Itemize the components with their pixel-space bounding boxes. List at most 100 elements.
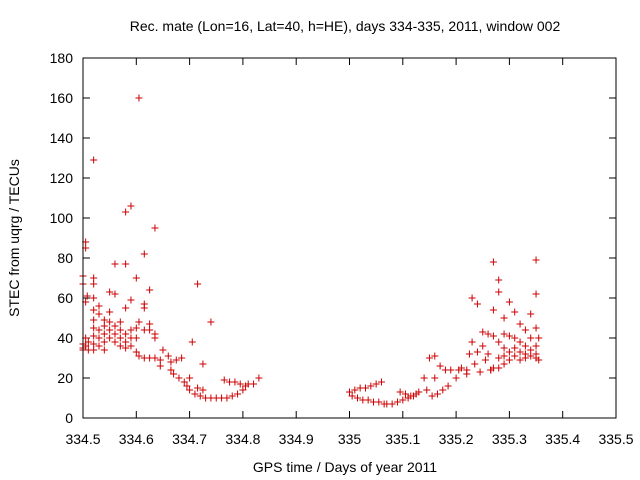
data-point bbox=[527, 334, 535, 342]
data-point bbox=[151, 354, 159, 362]
data-point bbox=[100, 316, 108, 324]
data-point bbox=[484, 350, 492, 358]
data-point bbox=[471, 360, 479, 368]
data-point bbox=[505, 332, 513, 340]
data-point bbox=[151, 224, 159, 232]
data-point bbox=[484, 330, 492, 338]
data-point bbox=[353, 394, 361, 402]
data-point bbox=[95, 334, 103, 342]
data-point bbox=[516, 338, 524, 346]
data-point bbox=[372, 380, 380, 388]
data-point bbox=[481, 356, 489, 364]
x-tick-label: 334.6 bbox=[119, 431, 154, 447]
x-tick-label: 335.1 bbox=[385, 431, 420, 447]
data-point bbox=[127, 296, 135, 304]
data-point bbox=[532, 324, 540, 332]
data-point bbox=[236, 380, 244, 388]
data-point bbox=[489, 332, 497, 340]
data-point bbox=[106, 334, 114, 342]
y-tick-label: 100 bbox=[50, 210, 74, 226]
data-point bbox=[90, 280, 98, 288]
data-point bbox=[479, 342, 487, 350]
y-tick-label: 140 bbox=[50, 130, 74, 146]
data-point bbox=[234, 390, 242, 398]
data-point bbox=[479, 328, 487, 336]
data-point bbox=[535, 334, 543, 342]
data-point bbox=[535, 356, 543, 364]
y-tick-label: 80 bbox=[57, 250, 73, 266]
x-tick-label: 335 bbox=[338, 431, 362, 447]
data-point bbox=[364, 396, 372, 404]
y-tick-label: 120 bbox=[50, 170, 74, 186]
y-tick-label: 40 bbox=[57, 330, 73, 346]
x-tick-label: 335.3 bbox=[492, 431, 527, 447]
data-point bbox=[90, 340, 98, 348]
x-tick-label: 334.9 bbox=[279, 431, 314, 447]
data-point bbox=[100, 322, 108, 330]
data-point bbox=[361, 384, 369, 392]
data-point bbox=[516, 320, 524, 328]
data-point bbox=[164, 352, 172, 360]
data-point bbox=[527, 352, 535, 360]
data-point bbox=[228, 392, 236, 400]
data-point bbox=[250, 380, 258, 388]
data-point bbox=[423, 386, 431, 394]
data-point bbox=[146, 326, 154, 334]
data-point bbox=[132, 274, 140, 282]
data-point bbox=[122, 330, 130, 338]
data-point bbox=[473, 300, 481, 308]
data-point bbox=[476, 368, 484, 376]
data-point bbox=[532, 256, 540, 264]
data-point bbox=[106, 288, 114, 296]
data-point bbox=[156, 356, 164, 364]
data-point bbox=[500, 314, 508, 322]
data-point bbox=[111, 260, 119, 268]
data-point bbox=[500, 344, 508, 352]
x-tick-label: 334.7 bbox=[172, 431, 207, 447]
x-tick-label: 335.4 bbox=[545, 431, 580, 447]
data-point bbox=[194, 280, 202, 288]
y-tick-label: 0 bbox=[65, 410, 73, 426]
data-point bbox=[95, 326, 103, 334]
data-point bbox=[116, 326, 124, 334]
y-tick-label: 180 bbox=[50, 50, 74, 66]
y-ticks: 0 20 40 60 80 100 120 140 160 180 bbox=[50, 50, 616, 426]
chart-title: Rec. mate (Lon=16, Lat=40, h=HE), days 3… bbox=[130, 18, 561, 34]
data-point bbox=[433, 390, 441, 398]
data-point bbox=[191, 390, 199, 398]
data-point bbox=[194, 384, 202, 392]
data-point bbox=[100, 330, 108, 338]
data-point bbox=[495, 276, 503, 284]
data-point bbox=[199, 360, 207, 368]
data-point bbox=[100, 338, 108, 346]
x-tick-label: 335.5 bbox=[598, 431, 633, 447]
data-point bbox=[111, 290, 119, 298]
data-point bbox=[255, 374, 263, 382]
data-point bbox=[106, 308, 114, 316]
data-point bbox=[465, 350, 473, 358]
data-point bbox=[196, 392, 204, 400]
data-point bbox=[439, 386, 447, 394]
data-point bbox=[489, 258, 497, 266]
data-point bbox=[532, 290, 540, 298]
data-point bbox=[527, 310, 535, 318]
data-point bbox=[511, 352, 519, 360]
data-point bbox=[396, 388, 404, 396]
data-point bbox=[500, 330, 508, 338]
data-point bbox=[135, 318, 143, 326]
data-point bbox=[468, 294, 476, 302]
data-point bbox=[431, 352, 439, 360]
data-point bbox=[140, 250, 148, 258]
data-point bbox=[527, 346, 535, 354]
data-point bbox=[127, 342, 135, 350]
plot-frame bbox=[82, 57, 617, 419]
data-point bbox=[393, 398, 401, 406]
data-point bbox=[495, 288, 503, 296]
x-axis-title: GPS time / Days of year 2011 bbox=[253, 459, 437, 475]
data-point bbox=[135, 352, 143, 360]
data-point bbox=[351, 386, 359, 394]
data-point bbox=[90, 346, 98, 354]
data-point bbox=[122, 344, 130, 352]
data-point bbox=[95, 310, 103, 318]
